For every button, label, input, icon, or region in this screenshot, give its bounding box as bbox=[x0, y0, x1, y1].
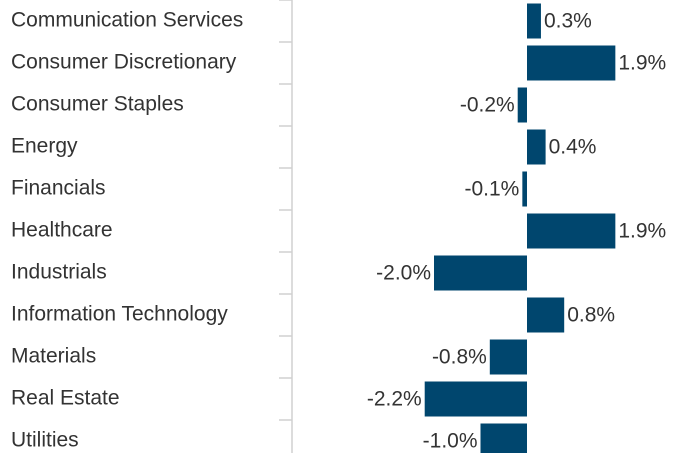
data-label: -2.2% bbox=[367, 388, 422, 411]
category-label: Financials bbox=[11, 177, 106, 200]
category-label: Consumer Discretionary bbox=[11, 51, 237, 74]
bar bbox=[522, 171, 527, 207]
data-label: -1.0% bbox=[423, 430, 478, 453]
bar bbox=[489, 339, 527, 375]
data-label: 1.9% bbox=[618, 52, 666, 75]
data-label: -0.8% bbox=[432, 346, 487, 369]
category-label: Utilities bbox=[11, 429, 79, 452]
category-label: Communication Services bbox=[11, 9, 243, 32]
data-label: -0.1% bbox=[464, 178, 519, 201]
bar bbox=[517, 87, 527, 123]
bar bbox=[434, 255, 527, 291]
category-label: Materials bbox=[11, 345, 96, 368]
data-label: 0.4% bbox=[549, 136, 597, 159]
bar bbox=[480, 423, 527, 453]
data-label: 1.9% bbox=[618, 220, 666, 243]
category-label: Energy bbox=[11, 135, 78, 158]
category-label: Industrials bbox=[11, 261, 107, 284]
bar bbox=[527, 129, 546, 165]
bar bbox=[527, 3, 541, 39]
data-label: 0.8% bbox=[567, 304, 615, 327]
bar bbox=[424, 381, 527, 417]
category-label: Consumer Staples bbox=[11, 93, 184, 116]
bar bbox=[527, 45, 616, 81]
category-label: Healthcare bbox=[11, 219, 113, 242]
data-label: -2.0% bbox=[376, 262, 431, 285]
bar bbox=[527, 213, 616, 249]
category-label: Information Technology bbox=[11, 303, 228, 326]
bar bbox=[527, 297, 565, 333]
data-label: -0.2% bbox=[460, 94, 515, 117]
data-label: 0.3% bbox=[544, 10, 592, 33]
category-label: Real Estate bbox=[11, 387, 120, 410]
